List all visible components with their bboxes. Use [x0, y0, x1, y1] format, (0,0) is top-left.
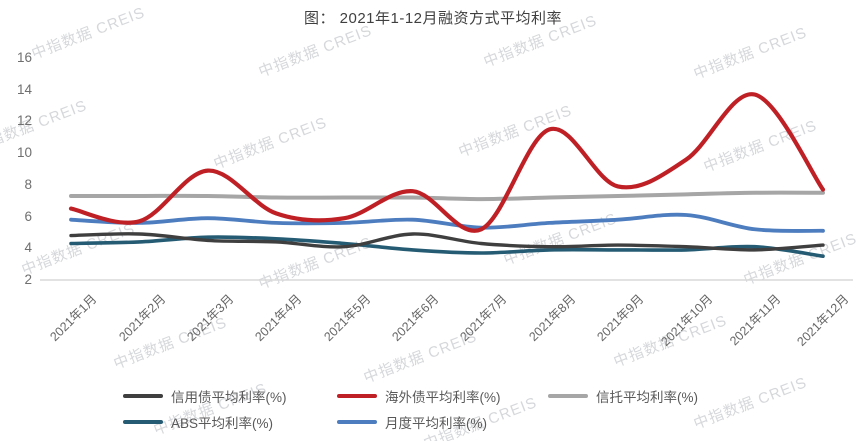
- series-line-monthly: [69, 212, 825, 233]
- legend-item-overseas-bond: 海外债平均利率(%): [337, 387, 501, 405]
- y-tick-label: 6: [24, 208, 32, 224]
- legend-line-swatch-monthly: [337, 420, 377, 424]
- legend-row: ABS平均利率(%) 月度平均利率(%): [0, 413, 866, 431]
- y-tick-label: 12: [16, 113, 32, 129]
- series-line-credit-bond: [69, 232, 825, 252]
- chart-title: 图： 2021年1-12月融资方式平均利率: [303, 10, 563, 27]
- legend-label: ABS平均利率(%): [171, 416, 274, 431]
- legend-row: 信用债平均利率(%) 海外债平均利率(%) 信托平均利率(%): [0, 387, 866, 405]
- y-tick-label: 2: [24, 272, 32, 287]
- legend-item-abs: ABS平均利率(%): [123, 413, 273, 431]
- legend-item-monthly: 月度平均利率(%): [337, 413, 487, 431]
- legend-label: 信用债平均利率(%): [171, 390, 287, 405]
- y-tick-label: 16: [16, 50, 32, 65]
- legend-line-swatch-trust: [548, 394, 588, 398]
- legend-line-swatch-overseas-bond: [337, 394, 377, 398]
- y-tick-label: 4: [24, 240, 32, 256]
- series-line-abs: [69, 235, 825, 258]
- series-line-trust: [69, 190, 825, 202]
- y-tick-label: 10: [16, 145, 32, 161]
- legend-label: 信托平均利率(%): [596, 390, 698, 405]
- legend-item-trust: 信托平均利率(%): [548, 387, 698, 405]
- legend-label: 海外债平均利率(%): [385, 390, 501, 405]
- y-tick-label: 8: [24, 176, 32, 192]
- legend-line-swatch-credit-bond: [123, 394, 163, 398]
- y-tick-label: 14: [16, 81, 32, 97]
- legend-label: 月度平均利率(%): [385, 416, 487, 431]
- legend-item-credit-bond: 信用债平均利率(%): [123, 387, 287, 405]
- legend-line-swatch-abs: [123, 420, 163, 424]
- series-line-overseas-bond: [68, 92, 826, 233]
